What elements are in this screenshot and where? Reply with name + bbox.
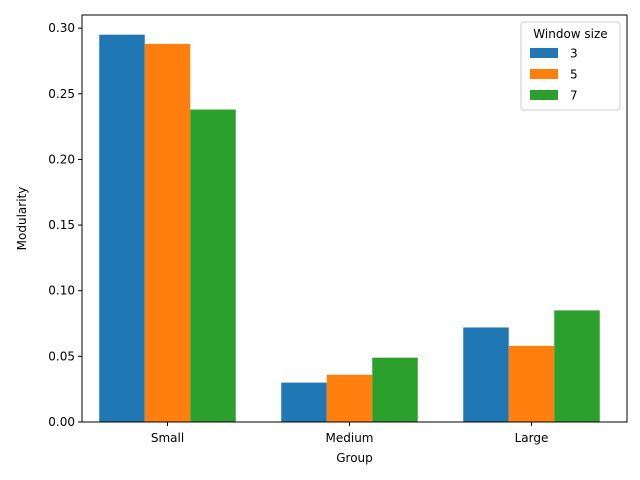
y-tick-label: 0.10 — [48, 284, 75, 298]
y-tick-label: 0.00 — [48, 415, 75, 429]
bar-large-window-5 — [508, 345, 555, 422]
bar-small-window-5 — [144, 43, 191, 422]
bar-medium-window-7 — [372, 357, 418, 422]
y-axis-label: Modularity — [15, 187, 29, 251]
legend-title: Window size — [533, 27, 607, 41]
legend-label-7: 7 — [570, 89, 578, 103]
legend-label-3: 3 — [570, 47, 578, 61]
legend-swatch-7 — [530, 90, 558, 100]
bar-small-window-3 — [99, 34, 145, 422]
bar-large-window-7 — [554, 310, 600, 422]
bar-medium-window-5 — [326, 374, 373, 422]
bars-group — [99, 34, 600, 422]
bar-large-window-3 — [463, 327, 509, 422]
legend-swatch-5 — [530, 69, 558, 79]
y-tick-label: 0.05 — [48, 349, 75, 363]
legend-box — [520, 21, 621, 111]
bar-small-window-7 — [190, 109, 236, 422]
legend-label-5: 5 — [570, 68, 578, 82]
y-tick-label: 0.15 — [48, 218, 75, 232]
legend: Window size 3 5 7 — [520, 21, 621, 111]
plot-frame — [81, 14, 628, 423]
x-tick-label-medium: Medium — [326, 431, 374, 445]
y-axis: 0.00 0.05 0.10 0.15 0.20 0.25 0.30 — [48, 21, 82, 429]
x-tick-label-large: Large — [515, 431, 549, 445]
legend-swatch-3 — [530, 48, 558, 58]
bar-medium-window-3 — [281, 382, 327, 422]
x-axis: Small Medium Large — [151, 422, 549, 445]
x-tick-label-small: Small — [151, 431, 184, 445]
legend-entries: 3 5 7 — [530, 47, 578, 103]
y-tick-label: 0.30 — [48, 21, 75, 35]
x-axis-label: Group — [336, 451, 373, 465]
y-tick-label: 0.20 — [48, 152, 75, 166]
y-tick-label: 0.25 — [48, 87, 75, 101]
